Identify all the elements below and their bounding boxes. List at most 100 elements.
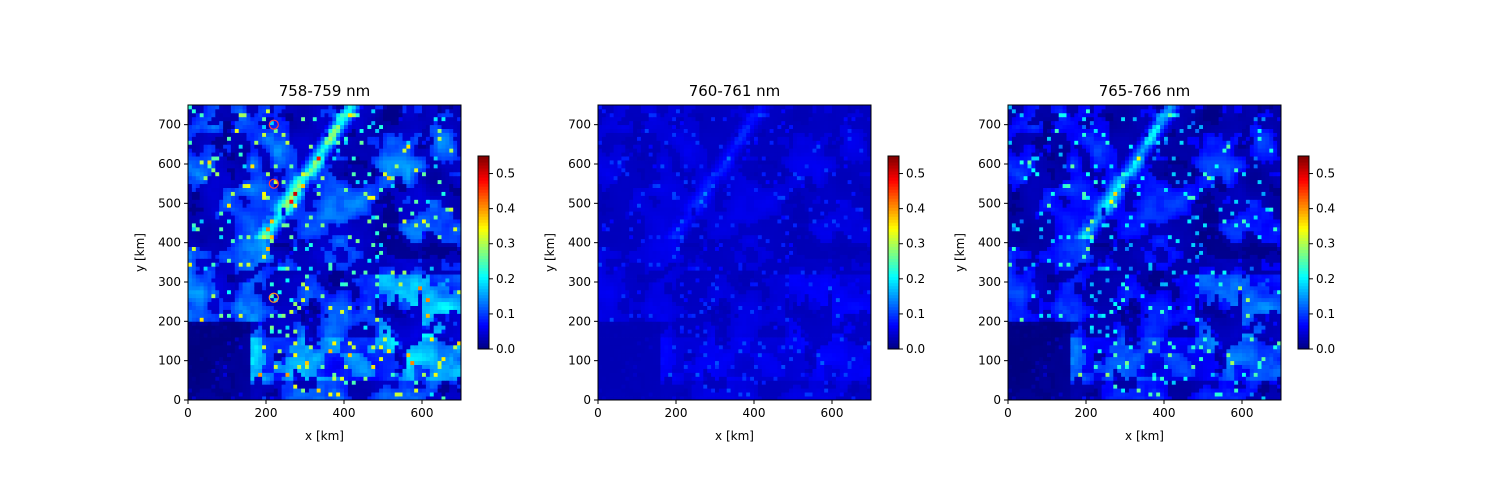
heatmap-cell [320, 337, 325, 342]
heatmap-cell [453, 128, 458, 133]
heatmap-cell [433, 360, 438, 365]
heatmap-cell [355, 136, 360, 141]
heatmap-cell [242, 203, 247, 208]
heatmap-cell [281, 258, 286, 263]
heatmap-cell [390, 171, 396, 177]
heatmap-cell [379, 384, 384, 389]
heatmap-cell [449, 207, 454, 212]
heatmap-cell [285, 128, 290, 133]
heatmap-cell [344, 203, 349, 208]
heatmap-cell [390, 258, 396, 263]
heatmap-cell [258, 152, 263, 157]
heatmap-cell [289, 215, 294, 220]
heatmap-cell [394, 124, 399, 129]
heatmap-cell [219, 179, 224, 185]
heatmap-cell [199, 289, 204, 295]
heatmap-cell [406, 317, 411, 322]
heatmap-cell [277, 258, 282, 263]
heatmap-cell [449, 164, 454, 169]
heatmap-cell [402, 282, 407, 287]
heatmap-cell [328, 203, 333, 208]
heatmap-cell [320, 356, 325, 362]
heatmap-cell [262, 124, 267, 129]
heatmap-cell [301, 254, 306, 259]
heatmap-cell [301, 356, 306, 362]
heatmap-cell [340, 191, 345, 196]
heatmap-cell [351, 364, 357, 369]
heatmap-cell [390, 242, 396, 247]
heatmap-cell [336, 270, 341, 275]
heatmap-cell [340, 293, 345, 299]
heatmap-cell [367, 293, 372, 299]
heatmap-cell [223, 274, 228, 279]
heatmap-cell [234, 246, 240, 251]
heatmap-cell [425, 246, 431, 251]
heatmap-cell [363, 183, 368, 188]
heatmap-cell [254, 368, 259, 373]
heatmap-cell [379, 132, 384, 137]
heatmap-cell [188, 132, 193, 137]
heatmap-cell [383, 352, 388, 358]
heatmap-cell [238, 333, 243, 338]
heatmap-cell [266, 160, 271, 165]
heatmap-cell [422, 329, 427, 334]
heatmap-cell [219, 258, 224, 263]
heatmap-cell [281, 234, 286, 240]
heatmap-cell [199, 171, 204, 177]
heatmap-cell [453, 203, 458, 208]
heatmap-cell [230, 246, 236, 251]
heatmap-cell [211, 321, 216, 326]
heatmap-cell [425, 396, 431, 401]
heatmap-cell [199, 266, 204, 271]
heatmap-cell [250, 348, 255, 354]
heatmap-cell [301, 124, 306, 129]
heatmap-cell [441, 199, 446, 204]
heatmap-cell [371, 226, 376, 232]
heatmap-cell [355, 144, 360, 149]
heatmap-cell [215, 242, 220, 247]
heatmap-cell [269, 309, 275, 314]
heatmap-cell [308, 179, 314, 185]
heatmap-cell [297, 167, 302, 173]
heatmap-cell [457, 234, 462, 240]
heatmap-cell [390, 333, 396, 338]
heatmap-cell [312, 282, 318, 287]
heatmap-cell [281, 356, 286, 362]
heatmap-cell [269, 329, 275, 334]
heatmap-cell [390, 144, 396, 149]
heatmap-cell [441, 124, 446, 129]
heatmap-cell [281, 199, 286, 204]
heatmap-cell [445, 120, 450, 126]
heatmap-cell [203, 203, 208, 208]
heatmap-cell [269, 183, 275, 188]
heatmap-cell [277, 360, 282, 365]
heatmap-cell [386, 368, 392, 373]
heatmap-cell [262, 392, 267, 397]
heatmap-cell [453, 234, 458, 240]
heatmap-cell [203, 364, 208, 369]
heatmap-cell [289, 223, 294, 228]
heatmap-cell [242, 144, 247, 149]
heatmap-cell [367, 368, 372, 373]
heatmap-cell [367, 234, 372, 240]
heatmap-cell [363, 301, 368, 306]
heatmap-cell [371, 376, 376, 381]
heatmap-cell [320, 242, 325, 247]
heatmap-cell [418, 124, 423, 129]
heatmap-cell [312, 160, 318, 165]
heatmap-cell [273, 144, 279, 149]
heatmap-cell [386, 297, 392, 303]
heatmap-cell [195, 325, 201, 330]
heatmap-cell [207, 116, 212, 122]
heatmap-cell [414, 171, 419, 177]
heatmap-cell [410, 372, 415, 377]
heatmap-cell [344, 293, 349, 299]
heatmap-cell [191, 211, 197, 216]
heatmap-cell [242, 278, 247, 283]
heatmap-cell [433, 376, 438, 381]
heatmap-cell [390, 301, 396, 306]
heatmap-cell [429, 289, 435, 295]
heatmap-cell [445, 329, 450, 334]
heatmap-cell [242, 360, 247, 365]
heatmap-cell [207, 171, 212, 177]
